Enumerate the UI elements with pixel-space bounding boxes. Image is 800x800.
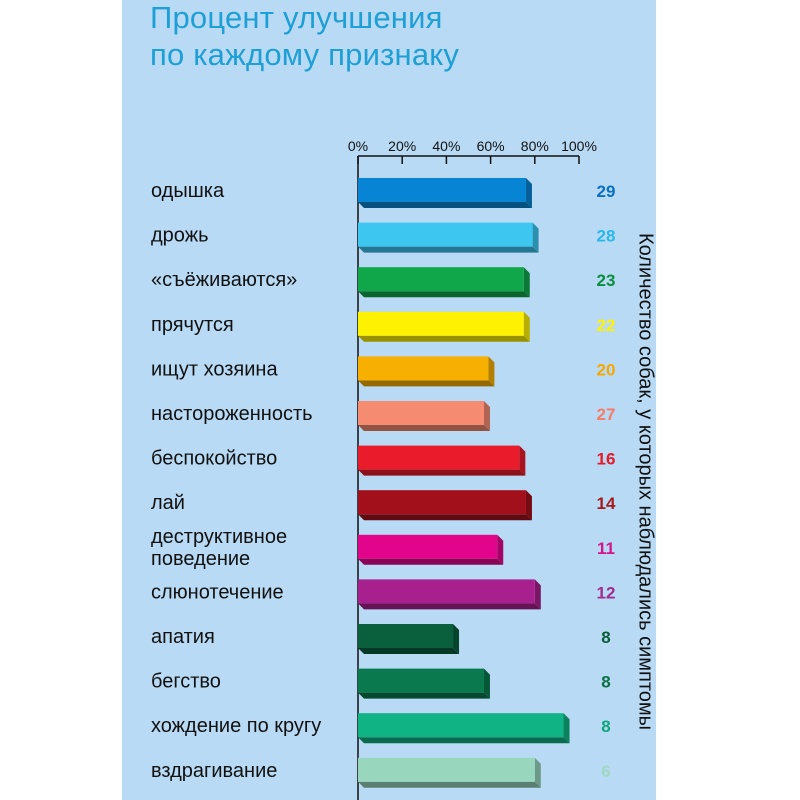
chart-title-line2: по каждому признаку — [150, 37, 460, 72]
count-label: 29 — [597, 182, 616, 201]
bar-side — [523, 267, 530, 298]
bar — [358, 267, 524, 292]
count-label: 8 — [601, 673, 610, 692]
x-tick-label: 0% — [348, 138, 368, 154]
count-label: 27 — [597, 405, 616, 424]
category-label: «съёживаются» — [151, 269, 297, 291]
bar — [358, 579, 535, 604]
count-label: 12 — [597, 583, 616, 602]
bar-side — [534, 579, 541, 610]
bar-bottom — [358, 781, 541, 788]
category-label: дрожь — [151, 225, 209, 247]
bar-side — [532, 222, 539, 253]
bar-bottom — [358, 291, 530, 298]
bar-side — [488, 356, 495, 387]
bar — [358, 356, 489, 381]
category-label: лай — [151, 492, 185, 514]
x-tick-label: 60% — [477, 138, 505, 154]
count-label: 16 — [597, 450, 616, 469]
x-tick-label: 100% — [561, 138, 597, 154]
bar — [358, 178, 526, 202]
category-label: хождение по кругу — [151, 715, 321, 737]
bar-bottom — [358, 380, 495, 387]
category-label: ищут хозяина — [151, 358, 278, 380]
bar-bottom — [358, 246, 539, 253]
bar-side — [483, 401, 490, 431]
bar-bottom — [358, 335, 530, 342]
bar-bottom — [358, 603, 541, 610]
count-label: 20 — [597, 360, 616, 379]
bar — [358, 668, 484, 693]
count-label: 28 — [597, 227, 616, 246]
bar-side — [523, 311, 530, 342]
bar-bottom — [358, 558, 504, 565]
bar — [358, 222, 533, 247]
bar — [358, 445, 520, 470]
category-label: вздрагивание — [151, 760, 277, 782]
category-label: апатия — [151, 626, 215, 648]
bar-bottom — [358, 692, 490, 699]
bar-side — [497, 534, 504, 565]
bar-side — [563, 713, 570, 744]
bar-bottom — [358, 469, 526, 476]
x-tick-label: 80% — [521, 138, 549, 154]
category-label: беспокойство — [151, 448, 277, 470]
bar — [358, 757, 535, 782]
count-label: 6 — [601, 762, 610, 781]
side-axis-label: Количество собак, у которых наблюдались … — [634, 232, 657, 731]
bar-bottom — [358, 737, 570, 744]
bar-bottom — [358, 648, 460, 654]
bar — [358, 534, 498, 559]
bar — [358, 311, 524, 336]
category-label: прячутся — [151, 314, 234, 336]
count-label: 14 — [597, 494, 616, 513]
count-label: 22 — [597, 316, 616, 335]
bar-side — [525, 490, 532, 521]
bar-side — [519, 445, 526, 476]
bar — [358, 401, 484, 425]
bar — [358, 713, 564, 738]
bar-bottom — [358, 425, 490, 431]
category-label: одышка — [151, 180, 225, 202]
category-label: настороженность — [151, 403, 313, 425]
count-label: 8 — [601, 717, 610, 736]
category-label: слюнотечение — [151, 581, 284, 603]
bar-side — [525, 178, 532, 208]
bar-side — [453, 624, 460, 654]
category-label: деструктивное поведение — [151, 526, 287, 570]
count-label: 23 — [597, 271, 616, 290]
category-label: бегство — [151, 671, 221, 693]
chart-title-line1: Процент улучшения — [150, 0, 443, 35]
bar-bottom — [358, 202, 532, 208]
bar-side — [483, 668, 490, 699]
x-tick-label: 40% — [432, 138, 460, 154]
bar-side — [534, 757, 541, 788]
count-label: 8 — [601, 628, 610, 647]
bar — [358, 624, 454, 648]
count-label: 11 — [597, 539, 615, 558]
x-tick-label: 20% — [388, 138, 416, 154]
bar — [358, 490, 526, 515]
chart-background-panel — [122, 0, 656, 800]
bar-bottom — [358, 514, 532, 521]
